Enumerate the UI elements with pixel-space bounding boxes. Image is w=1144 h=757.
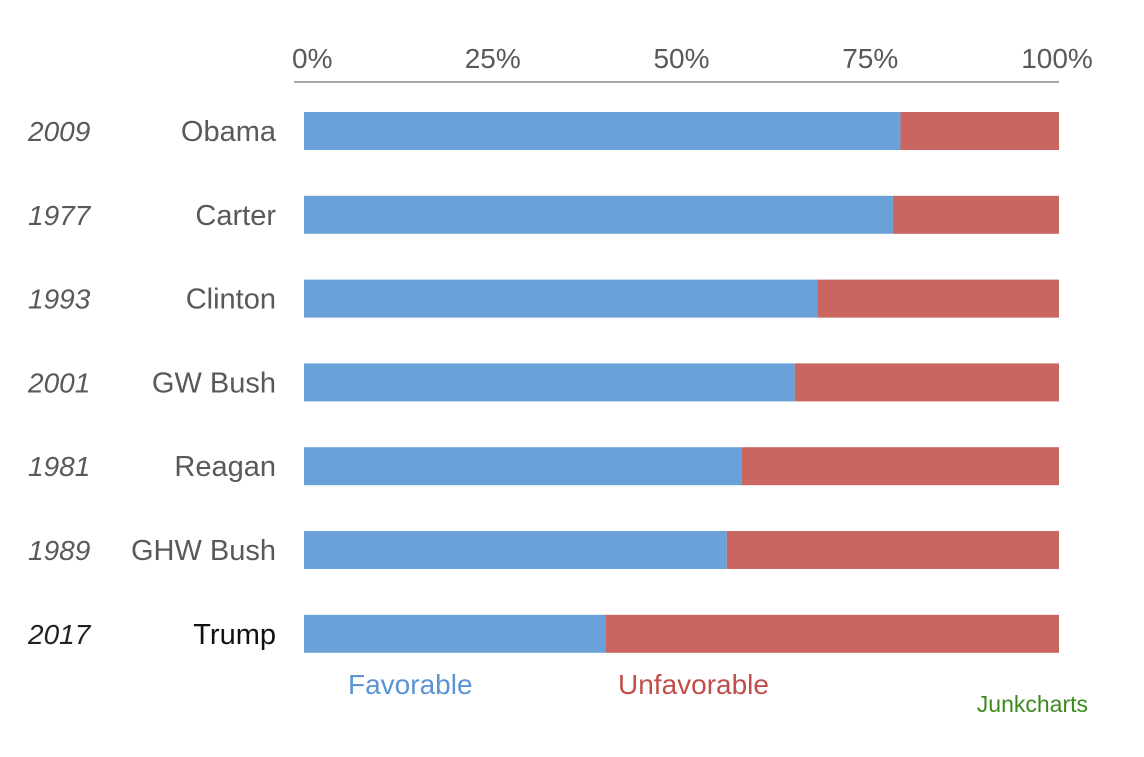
bar-segment-unfavorable	[741, 447, 1059, 486]
year-label: 2009	[27, 116, 90, 147]
bar-rows: 2009 Obama 1977 Carter 1993 Clinton 2001 GW Bus…	[27, 112, 1059, 653]
credit: Junkcharts	[977, 691, 1088, 717]
x-tick-label: 75%	[842, 43, 898, 74]
x-tick-label: 50%	[653, 43, 709, 74]
credit-text: Junkcharts	[977, 691, 1088, 717]
bar-row: 1989 GHW Bush	[28, 531, 1059, 569]
category-label: Carter	[195, 200, 276, 232]
legend-entry: Unfavorable	[618, 669, 769, 700]
legend: Favorable Unfavorable	[348, 669, 769, 700]
bar-segment-unfavorable	[900, 112, 1059, 150]
bar-row: 2017 Trump	[27, 614, 1059, 653]
year-label: 1993	[28, 284, 91, 315]
bar-row: 1981 Reagan	[28, 447, 1059, 486]
bar-segment-favorable	[304, 279, 818, 318]
bar-segment-unfavorable	[726, 531, 1059, 569]
bar-row: 1977 Carter	[28, 195, 1059, 234]
year-label: 1989	[28, 535, 90, 566]
bar-segment-favorable	[304, 531, 727, 569]
year-label: 1981	[28, 451, 90, 482]
category-label: Obama	[181, 116, 277, 148]
bar-segment-favorable	[304, 195, 893, 234]
x-tick-label: 0%	[292, 43, 332, 74]
year-label: 2001	[27, 367, 90, 398]
bar-segment-favorable	[304, 363, 795, 402]
bar-row: 1993 Clinton	[28, 279, 1059, 318]
category-label: GW Bush	[152, 367, 276, 399]
x-tick-label: 25%	[465, 43, 521, 74]
x-tick-label: 100%	[1021, 43, 1093, 74]
year-label: 1977	[28, 200, 92, 231]
category-label: GHW Bush	[131, 535, 276, 567]
category-label: Clinton	[186, 284, 276, 316]
bar-segment-unfavorable	[794, 363, 1059, 402]
category-label: Trump	[193, 619, 276, 651]
legend-entry: Favorable	[348, 669, 473, 700]
bar-segment-unfavorable	[606, 614, 1059, 653]
bar-segment-favorable	[304, 614, 606, 653]
bar-segment-favorable	[304, 112, 901, 150]
year-label: 2017	[27, 619, 92, 650]
x-axis: 0% 25% 50% 75% 100%	[292, 43, 1093, 83]
bar-row: 2009 Obama	[27, 112, 1059, 150]
bar-segment-unfavorable	[817, 279, 1059, 318]
bar-segment-unfavorable	[892, 195, 1059, 234]
bar-segment-favorable	[304, 447, 742, 486]
category-label: Reagan	[174, 451, 276, 483]
bar-row: 2001 GW Bush	[27, 363, 1059, 402]
